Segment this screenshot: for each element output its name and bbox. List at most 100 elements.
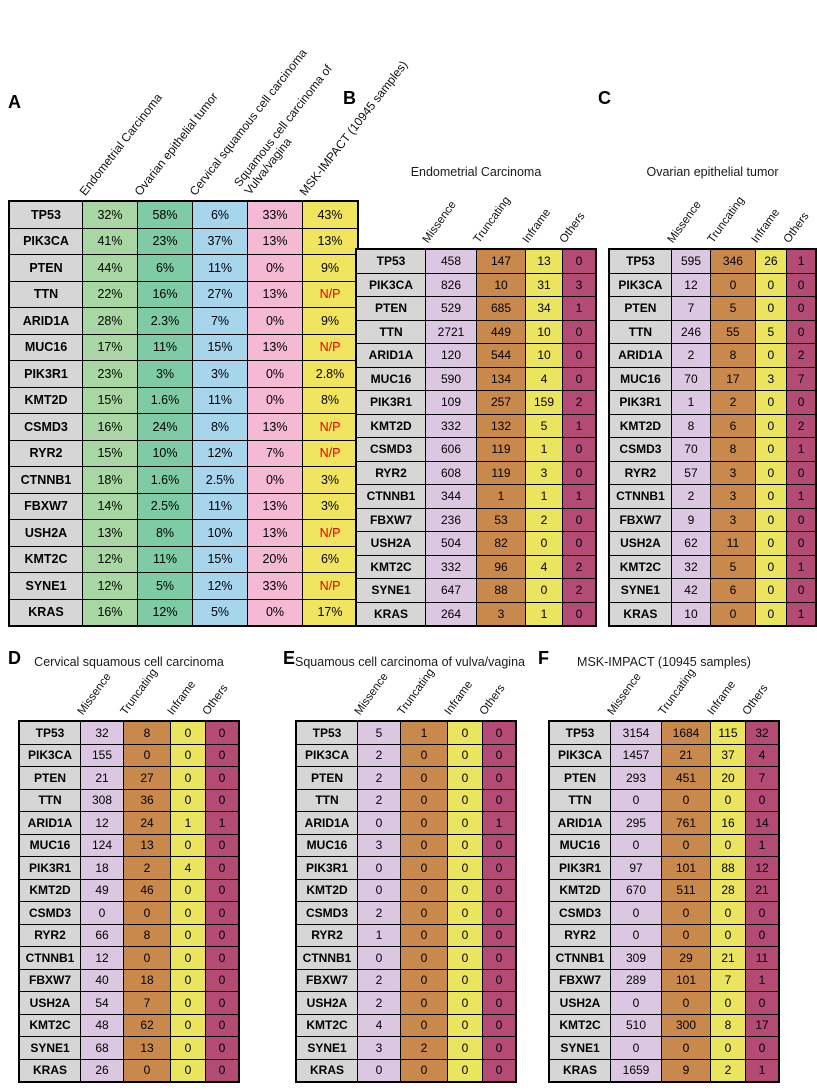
panel-e-title: Squamous cell carcinoma of vulva/vagina — [295, 655, 525, 669]
value-cell: 115 — [710, 720, 746, 745]
value-cell: 2 — [525, 507, 563, 532]
value-cell: 27 — [123, 766, 171, 790]
value-cell: 2 — [357, 743, 401, 767]
table-row: USH2A 54 7 0 0 — [18, 991, 240, 1015]
gene-label: TTN — [8, 280, 83, 308]
value-cell: N/P — [302, 519, 359, 547]
gene-label: PTEN — [608, 296, 672, 321]
gene-label: PTEN — [8, 254, 83, 282]
column-header: Inframe — [520, 206, 554, 246]
value-cell: 0 — [357, 856, 401, 880]
value-cell: 4 — [170, 856, 206, 880]
value-cell: 12 — [80, 811, 124, 835]
value-cell: 0 — [357, 1058, 401, 1083]
value-cell: 17 — [710, 366, 756, 391]
table-row: PTEN 21 27 0 0 — [18, 766, 240, 790]
gene-label: TTN — [608, 319, 672, 344]
value-cell: 33% — [247, 572, 303, 600]
gene-label: TTN — [295, 788, 358, 812]
value-cell: 3 — [525, 460, 563, 485]
value-cell: 0 — [786, 578, 817, 603]
value-cell: 9% — [302, 254, 359, 282]
value-cell: 295 — [610, 811, 662, 835]
value-cell: 0 — [447, 968, 483, 992]
value-cell: 4 — [525, 366, 563, 391]
value-cell: 24% — [137, 413, 193, 441]
gene-label: CSMD3 — [18, 901, 81, 925]
value-cell: 21 — [80, 766, 124, 790]
value-cell: 0 — [400, 833, 448, 857]
value-cell: 27% — [192, 280, 248, 308]
value-cell: 8 — [710, 343, 756, 368]
gene-label: MUC16 — [608, 366, 672, 391]
value-cell: 685 — [476, 296, 526, 321]
value-cell: 0% — [247, 386, 303, 414]
value-cell: 21 — [710, 946, 746, 970]
gene-label: KMT2C — [355, 554, 426, 579]
gene-label: CSMD3 — [608, 437, 672, 462]
value-cell: 0 — [525, 531, 563, 556]
gene-label: SYNE1 — [355, 578, 426, 603]
gene-label: FBXW7 — [295, 968, 358, 992]
table-row: TTN 0 0 0 0 — [548, 788, 780, 812]
value-cell: 0 — [482, 766, 517, 790]
gene-label: KMT2D — [548, 878, 611, 902]
panel-a-table: TP53 32% 58% 6% 33% 43% PIK3CA 41% 23% 37% 13% 13% P… — [8, 200, 359, 627]
table-row: PIK3R1 0 0 0 0 — [295, 856, 517, 880]
value-cell: 37 — [710, 743, 746, 767]
gene-label: TTN — [355, 319, 426, 344]
value-cell: 0 — [400, 923, 448, 947]
value-cell: 0 — [447, 946, 483, 970]
value-cell: 0 — [710, 1036, 746, 1060]
value-cell: 0 — [525, 578, 563, 603]
table-row: TTN 22% 16% 27% 13% N/P — [8, 280, 359, 308]
value-cell: 0 — [80, 901, 124, 925]
table-row: CTNNB1 12 0 0 0 — [18, 946, 240, 970]
value-cell: 0 — [170, 766, 206, 790]
table-row: RYR2 57 3 0 0 — [608, 460, 817, 485]
value-cell: 0 — [205, 1036, 240, 1060]
value-cell: 0 — [482, 856, 517, 880]
value-cell: 4 — [357, 1013, 401, 1037]
panel-d: D Cervical squamous cell carcinoma Misse… — [8, 648, 240, 1083]
value-cell: 293 — [610, 766, 662, 790]
value-cell: 0 — [562, 366, 597, 391]
gene-label: ARID1A — [18, 811, 81, 835]
value-cell: 11% — [137, 333, 193, 361]
value-cell: 1 — [745, 968, 780, 992]
value-cell: 6% — [302, 545, 359, 573]
value-cell: 1 — [562, 296, 597, 321]
value-cell: 11 — [710, 531, 756, 556]
gene-label: KMT2D — [18, 878, 81, 902]
panel-label-d: D — [8, 648, 21, 668]
value-cell: 449 — [476, 319, 526, 344]
table-row: TTN 246 55 5 0 — [608, 319, 817, 344]
value-cell: 12% — [82, 572, 138, 600]
value-cell: 0 — [754, 437, 788, 462]
value-cell: 88 — [476, 578, 526, 603]
value-cell: 0 — [170, 878, 206, 902]
value-cell: 0 — [447, 720, 483, 745]
table-row: CTNNB1 2 3 0 1 — [608, 484, 817, 509]
value-cell: 6% — [137, 254, 193, 282]
value-cell: 0 — [447, 1036, 483, 1060]
gene-label: MUC16 — [18, 833, 81, 857]
table-row: PIK3CA 155 0 0 0 — [18, 743, 240, 767]
value-cell: 5% — [192, 598, 248, 627]
value-cell: 42 — [670, 578, 712, 603]
value-cell: 15% — [192, 333, 248, 361]
value-cell: 670 — [610, 878, 662, 902]
value-cell: 13% — [247, 492, 303, 520]
value-cell: 0 — [754, 460, 788, 485]
value-cell: 11% — [192, 254, 248, 282]
table-row: USH2A 504 82 0 0 — [355, 531, 597, 556]
table-row: USH2A 62 11 0 0 — [608, 531, 817, 556]
value-cell: 41% — [82, 227, 138, 255]
value-cell: 15% — [192, 545, 248, 573]
value-cell: 0 — [482, 991, 517, 1015]
column-header: Inframe — [705, 678, 739, 718]
gene-label: PTEN — [295, 766, 358, 790]
column-header: Missence — [75, 671, 114, 718]
value-cell: 36 — [123, 788, 171, 812]
value-cell: 2721 — [425, 319, 477, 344]
